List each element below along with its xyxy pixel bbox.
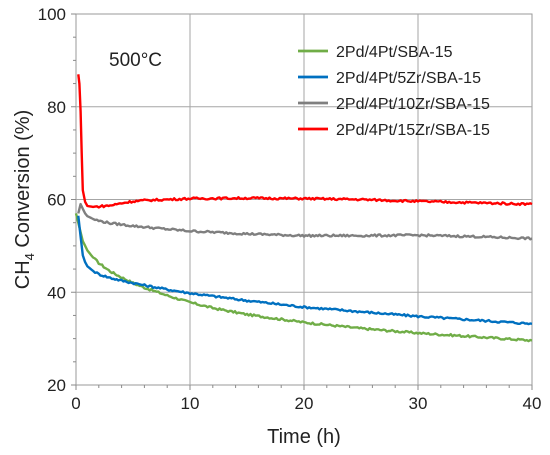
legend-label: 2Pd/4Pt/15Zr/SBA-15 bbox=[336, 122, 490, 139]
x-tick-label: 40 bbox=[523, 394, 542, 413]
legend-label: 2Pd/4Pt/10Zr/SBA-15 bbox=[336, 96, 490, 113]
x-tick-label: 30 bbox=[409, 394, 428, 413]
y-tick-label: 60 bbox=[47, 191, 66, 210]
series-layer bbox=[74, 74, 533, 343]
legend-label: 2Pd/4Pt/5Zr/SBA-15 bbox=[336, 70, 481, 87]
y-axis: 20 40 60 80 100 bbox=[38, 5, 76, 395]
y-tick-label: 20 bbox=[47, 376, 66, 395]
series-line bbox=[77, 74, 533, 209]
y-axis-title: CH4 Conversion (%) bbox=[12, 110, 37, 290]
y-axis-title-subscript: 4 bbox=[22, 253, 37, 260]
x-tick-label: 20 bbox=[295, 394, 314, 413]
y-tick-label: 100 bbox=[38, 5, 66, 24]
y-axis-title-main: CH bbox=[12, 260, 34, 289]
y-tick-label: 80 bbox=[47, 98, 66, 117]
legend: 2Pd/4Pt/SBA-15 2Pd/4Pt/5Zr/SBA-15 2Pd/4Pt/… bbox=[298, 44, 490, 139]
temperature-annotation: 500°C bbox=[109, 50, 162, 71]
x-axis: 0 10 20 30 40 bbox=[71, 385, 541, 413]
series-line bbox=[74, 213, 533, 343]
series-line bbox=[77, 215, 533, 326]
legend-label: 2Pd/4Pt/SBA-15 bbox=[336, 44, 453, 61]
x-tick-label: 0 bbox=[71, 394, 80, 413]
series-line bbox=[77, 202, 533, 241]
x-axis-title: Time (h) bbox=[267, 426, 341, 448]
x-tick-label: 10 bbox=[181, 394, 200, 413]
y-axis-title-rest: Conversion (%) bbox=[12, 110, 34, 253]
y-tick-label: 40 bbox=[47, 283, 66, 302]
